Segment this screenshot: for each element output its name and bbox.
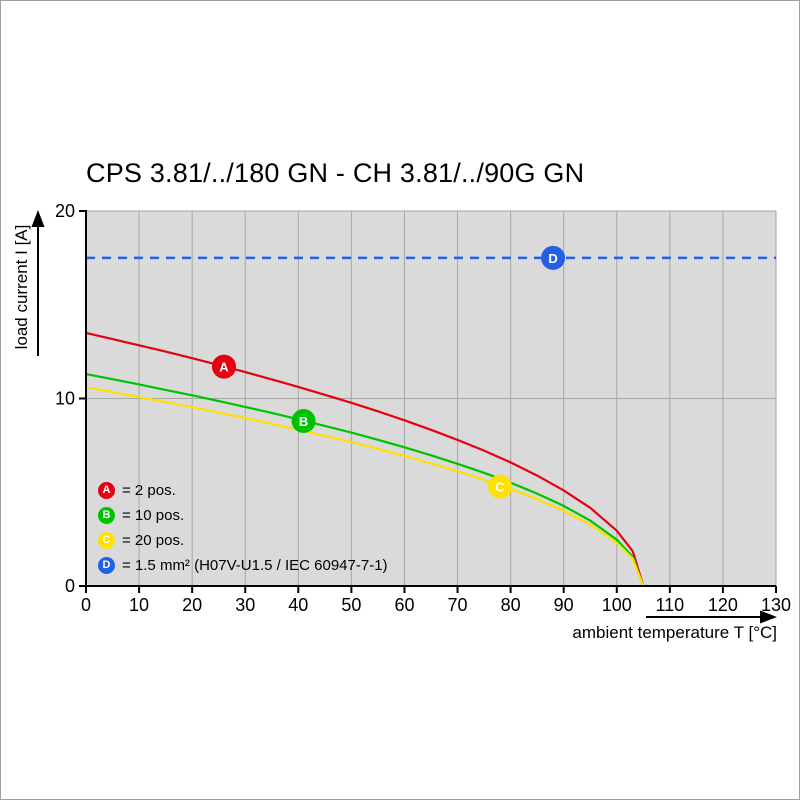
legend-marker-letter: C — [102, 533, 111, 546]
curve-A — [85, 331, 645, 587]
x-tick-label: 120 — [708, 595, 738, 615]
y-tick-label: 20 — [55, 201, 75, 221]
legend-marker-a-icon: A — [98, 481, 115, 499]
curve-B — [85, 373, 645, 587]
legend-item-b: B = 10 pos. — [98, 504, 388, 526]
chart-title: CPS 3.81/../180 GN - CH 3.81/../90G GN — [86, 158, 585, 188]
legend-item-d: D = 1.5 mm² (H07V-U1.5 / IEC 60947-7-1) — [98, 554, 388, 576]
x-tick-label: 20 — [182, 595, 202, 615]
legend-marker-letter: D — [102, 558, 111, 571]
marker-D — [541, 245, 566, 270]
x-tick-label: 60 — [394, 595, 414, 615]
marker-B — [291, 409, 316, 433]
legend-label-a: = 2 pos. — [122, 481, 176, 499]
y-axis-label: load current I [A] — [12, 224, 31, 350]
x-tick-label: 80 — [501, 595, 521, 615]
y-tick-label: 10 — [55, 389, 75, 409]
x-tick-label: 130 — [761, 595, 791, 615]
x-tick-label: 110 — [655, 595, 684, 615]
legend-marker-d-icon: D — [98, 556, 115, 574]
legend-marker-letter: B — [102, 508, 111, 521]
legend-label-d: = 1.5 mm² (H07V-U1.5 / IEC 60947-7-1) — [122, 556, 388, 574]
x-tick-label: 0 — [81, 595, 91, 615]
legend-marker-letter: A — [102, 483, 111, 496]
x-tick-label: 50 — [341, 595, 361, 615]
legend-item-a: A = 2 pos. — [98, 479, 388, 501]
y-tick-label: 0 — [65, 576, 75, 596]
marker-letter-D: D — [548, 251, 557, 266]
legend: A = 2 pos. B = 10 pos. C = 20 pos. D = 1… — [98, 479, 388, 579]
x-tick-label: 70 — [448, 595, 468, 615]
y-axis-arrow-icon — [31, 210, 45, 227]
marker-letter-B: B — [299, 414, 308, 429]
x-tick-label: 100 — [602, 595, 632, 615]
legend-marker-b-icon: B — [98, 506, 115, 524]
x-tick-label: 30 — [235, 595, 255, 615]
legend-marker-c-icon: C — [98, 531, 115, 549]
x-tick-label: 40 — [288, 595, 308, 615]
legend-label-c: = 20 pos. — [122, 531, 185, 549]
x-tick-label: 90 — [554, 595, 574, 615]
legend-label-b: = 10 pos. — [122, 506, 185, 524]
x-tick-label: 10 — [129, 595, 149, 615]
legend-item-c: C = 20 pos. — [98, 529, 388, 551]
x-axis-arrow-icon — [760, 610, 777, 624]
marker-A — [212, 354, 236, 379]
marker-letter-A: A — [219, 360, 229, 375]
curve-C — [85, 386, 645, 587]
marker-letter-C: C — [495, 480, 505, 495]
x-axis-label: ambient temperature T [°C] — [572, 623, 777, 642]
marker-C — [488, 474, 512, 499]
